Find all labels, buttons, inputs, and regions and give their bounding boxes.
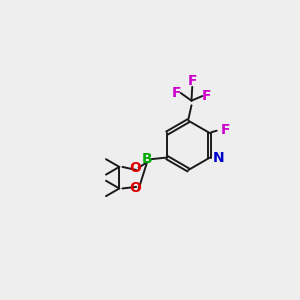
- Text: B: B: [142, 152, 152, 166]
- Text: F: F: [202, 89, 212, 103]
- Text: O: O: [130, 161, 141, 176]
- Text: O: O: [130, 182, 141, 196]
- Text: N: N: [213, 151, 224, 165]
- Text: F: F: [188, 74, 197, 88]
- Text: F: F: [220, 123, 230, 137]
- Text: F: F: [171, 86, 181, 100]
